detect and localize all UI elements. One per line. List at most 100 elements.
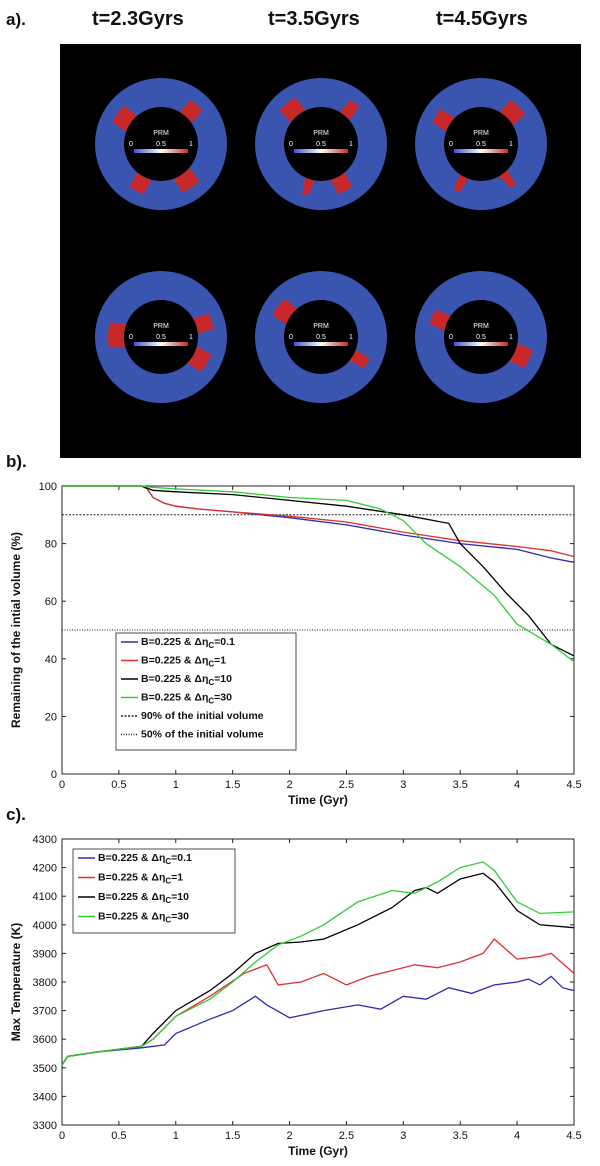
y-tick-label: 3400 [33,1091,57,1103]
prm-pile [432,109,455,132]
prm-pile [187,346,212,372]
prm-pile [349,349,370,369]
series-line [62,485,575,558]
colorbar-tick: 1 [509,141,513,148]
prm-pile [302,177,315,196]
prm-pile [179,100,203,123]
colorbar-title: PRM [473,130,489,137]
colorbar-tick: 1 [349,334,353,341]
prm-pile [279,97,306,123]
mantle-snapshots-panel: PRM 0 0.5 1 PRM 0 0.5 1 PRM 0 0.5 1 PRM 0 0.5 1 PRM 0 0.5 1… [60,44,581,458]
y-tick-label: 4300 [33,834,57,846]
y-tick-label: 4000 [33,920,57,932]
colorbar-tick: 1 [189,334,193,341]
colorbar-title: PRM [153,323,169,330]
colorbar-tick: 0 [289,334,293,341]
x-tick-label: 3.5 [453,779,468,791]
legend-label: 50% of the initial volume [141,729,264,741]
core-disk [284,300,358,374]
x-tick-label: 2.5 [339,1130,354,1142]
y-axis-title: Max Temperature (K) [9,923,23,1041]
x-tick-label: 4.5 [566,779,581,791]
series-line [62,485,575,657]
y-tick-label: 60 [45,596,57,608]
panel-b-label: b). [6,452,27,471]
panel-c-label: c). [6,805,26,824]
mantle-snapshots-svg: PRM 0 0.5 1 PRM 0 0.5 1 PRM 0 0.5 1 PRM 0 0.5 1 PRM 0 0.5 1… [95,78,547,403]
x-tick-label: 0 [59,1130,65,1142]
prm-pile [330,172,353,195]
mantle-snapshot: PRM 0 0.5 1 [255,271,387,403]
prm-pile [108,322,127,348]
core-disk [124,300,198,374]
colorbar-tick: 0.5 [476,141,486,148]
x-tick-label: 1.5 [225,1130,240,1142]
mantle-snapshot: PRM 0 0.5 1 [255,78,387,210]
colorbar-tick: 0.5 [156,141,166,148]
colorbar [454,149,508,153]
colorbar-tick: 0.5 [316,334,326,341]
x-tick-label: 2 [286,1130,292,1142]
core-disk [124,107,198,181]
y-tick-label: 4200 [33,863,57,875]
prm-pile [193,313,214,334]
mantle-snapshot: PRM 0 0.5 1 [415,78,547,210]
legend-label: B=0.225 & ΔηC=10 [141,673,232,687]
colorbar [294,342,348,346]
colorbar-title: PRM [313,130,329,137]
legend-label: B=0.225 & ΔηC=10 [98,891,189,905]
y-tick-label: 3600 [33,1034,57,1046]
mantle-snapshot: PRM 0 0.5 1 [415,271,547,403]
time-label-1: t=2.3Gyrs [92,8,184,30]
core-disk [444,107,518,181]
mantle-snapshot: PRM 0 0.5 1 [95,78,227,210]
x-tick-label: 4 [514,1130,520,1142]
y-tick-label: 3700 [33,1006,57,1018]
x-tick-label: 2.5 [339,779,354,791]
x-tick-label: 0.5 [111,779,126,791]
prm-pile [429,309,451,331]
prm-pile [499,170,516,188]
colorbar-tick: 0 [289,141,293,148]
y-tick-label: 3800 [33,977,57,989]
colorbar-title: PRM [473,323,489,330]
x-tick-label: 2 [286,779,292,791]
colorbar-tick: 0 [449,141,453,148]
x-tick-label: 3 [400,779,406,791]
legend-label: B=0.225 & ΔηC=30 [141,692,232,706]
x-tick-label: 3 [400,1130,406,1142]
colorbar [134,149,188,153]
y-tick-label: 4100 [33,891,57,903]
colorbar [134,342,188,346]
y-tick-label: 100 [39,481,57,493]
colorbar [294,149,348,153]
x-tick-label: 4.5 [566,1130,581,1142]
x-axis-title: Time (Gyr) [288,1144,348,1158]
y-tick-label: 3300 [33,1120,57,1132]
y-axis-title: Remaining of the intial volume (%) [9,532,23,728]
series-line [61,872,575,1066]
legend-label: B=0.225 & ΔηC=0.1 [98,852,192,866]
y-tick-label: 20 [45,711,57,723]
prm-pile [453,174,469,193]
colorbar-tick: 0 [129,141,133,148]
y-tick-label: 3500 [33,1063,57,1075]
colorbar-tick: 1 [509,334,513,341]
series-line [62,485,575,663]
prm-pile [339,100,360,121]
x-tick-label: 1 [173,779,179,791]
colorbar-tick: 0.5 [316,141,326,148]
colorbar [454,342,508,346]
x-tick-label: 1.5 [225,779,240,791]
mantle-snapshot: PRM 0 0.5 1 [95,271,227,403]
volume-chart: 0 0.5 1 1.5 2 2.5 3 3.5 4 4.5 0 20 40 60 80 100 Time (Gy… [9,481,582,807]
legend-box [115,632,297,751]
x-tick-label: 4 [514,779,520,791]
colorbar-tick: 0 [129,334,133,341]
prm-pile [509,343,533,369]
y-tick-label: 3900 [33,948,57,960]
prm-pile [499,100,525,126]
y-tick-label: 0 [51,769,57,781]
x-tick-label: 1 [173,1130,179,1142]
x-tick-label: 0.5 [111,1130,126,1142]
